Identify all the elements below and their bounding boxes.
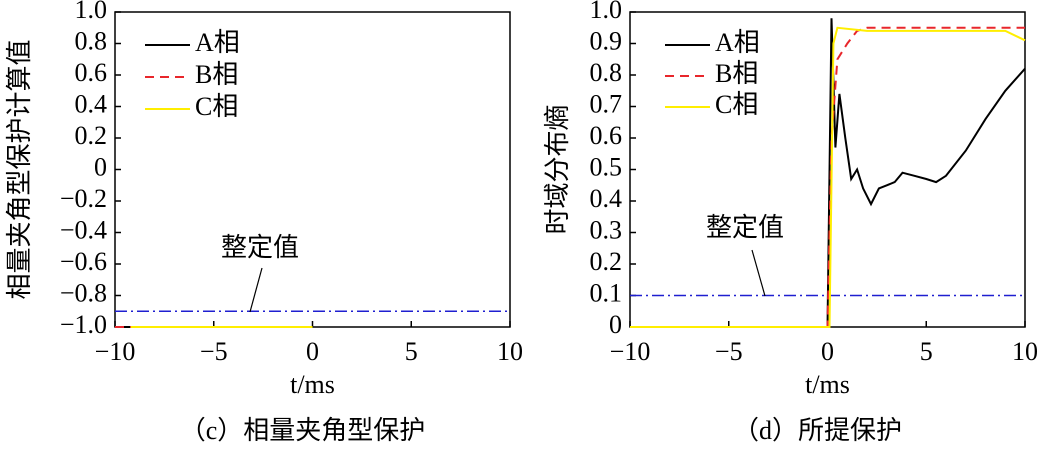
x-tick-label: −5 — [715, 337, 743, 366]
x-tick-label: 5 — [920, 337, 933, 366]
annotation-leader — [249, 267, 263, 313]
y-tick-label: 0 — [609, 310, 622, 339]
y-tick-label: 0.4 — [590, 184, 623, 213]
y-tick-label: −1.0 — [60, 310, 107, 339]
legend-label: A相 — [195, 28, 240, 57]
legend-label: B相 — [195, 60, 238, 89]
series-line — [630, 26, 1025, 328]
y-tick-label: 0.9 — [590, 26, 623, 55]
series-line — [630, 18, 1026, 328]
y-tick-label: 0.8 — [75, 26, 108, 55]
y-tick-label: 0 — [94, 152, 107, 181]
y-tick-label: −0.6 — [60, 247, 107, 276]
caption: （d）所提保护 — [733, 416, 902, 445]
x-tick-label: −10 — [95, 337, 136, 366]
annotation-leader — [751, 249, 766, 297]
legend-label: A相 — [715, 28, 760, 57]
y-tick-label: 0.8 — [590, 58, 623, 87]
series-line — [630, 26, 1026, 328]
y-tick-label: 1.0 — [75, 0, 108, 24]
y-axis-label: 相量夹角型保护计算值 — [5, 39, 34, 299]
x-tick-label: 10 — [497, 337, 523, 366]
annotation: 整定值 — [706, 213, 784, 242]
caption: （c）相量夹角型保护 — [180, 416, 426, 445]
legend-label: B相 — [715, 59, 758, 88]
y-tick-label: 0.5 — [590, 152, 623, 181]
x-axis-label: t/ms — [805, 370, 850, 399]
y-tick-label: 0.3 — [590, 215, 623, 244]
y-tick-label: 0.4 — [75, 89, 108, 118]
y-tick-label: −0.8 — [60, 278, 107, 307]
x-axis-label: t/ms — [290, 370, 335, 399]
x-tick-label: 5 — [405, 337, 418, 366]
x-tick-label: −5 — [200, 337, 228, 366]
y-tick-label: 0.7 — [590, 89, 623, 118]
y-tick-label: −0.4 — [60, 215, 107, 244]
legend-label: C相 — [195, 92, 238, 121]
y-tick-label: 0.6 — [75, 58, 108, 87]
x-tick-label: 10 — [1012, 337, 1038, 366]
annotation: 整定值 — [221, 233, 299, 262]
y-tick-label: 0.1 — [590, 278, 623, 307]
y-tick-label: 0.6 — [590, 121, 623, 150]
plot-frame — [114, 11, 511, 328]
legend-label: C相 — [715, 90, 758, 119]
y-axis-label: 时域分布熵 — [543, 104, 572, 234]
x-tick-label: 0 — [306, 337, 319, 366]
y-tick-label: −0.2 — [60, 184, 107, 213]
x-tick-label: −10 — [610, 337, 651, 366]
y-tick-label: 0.2 — [75, 121, 108, 150]
x-tick-label: 0 — [821, 337, 834, 366]
y-tick-label: 1.0 — [590, 0, 623, 24]
y-tick-label: 0.2 — [590, 247, 623, 276]
